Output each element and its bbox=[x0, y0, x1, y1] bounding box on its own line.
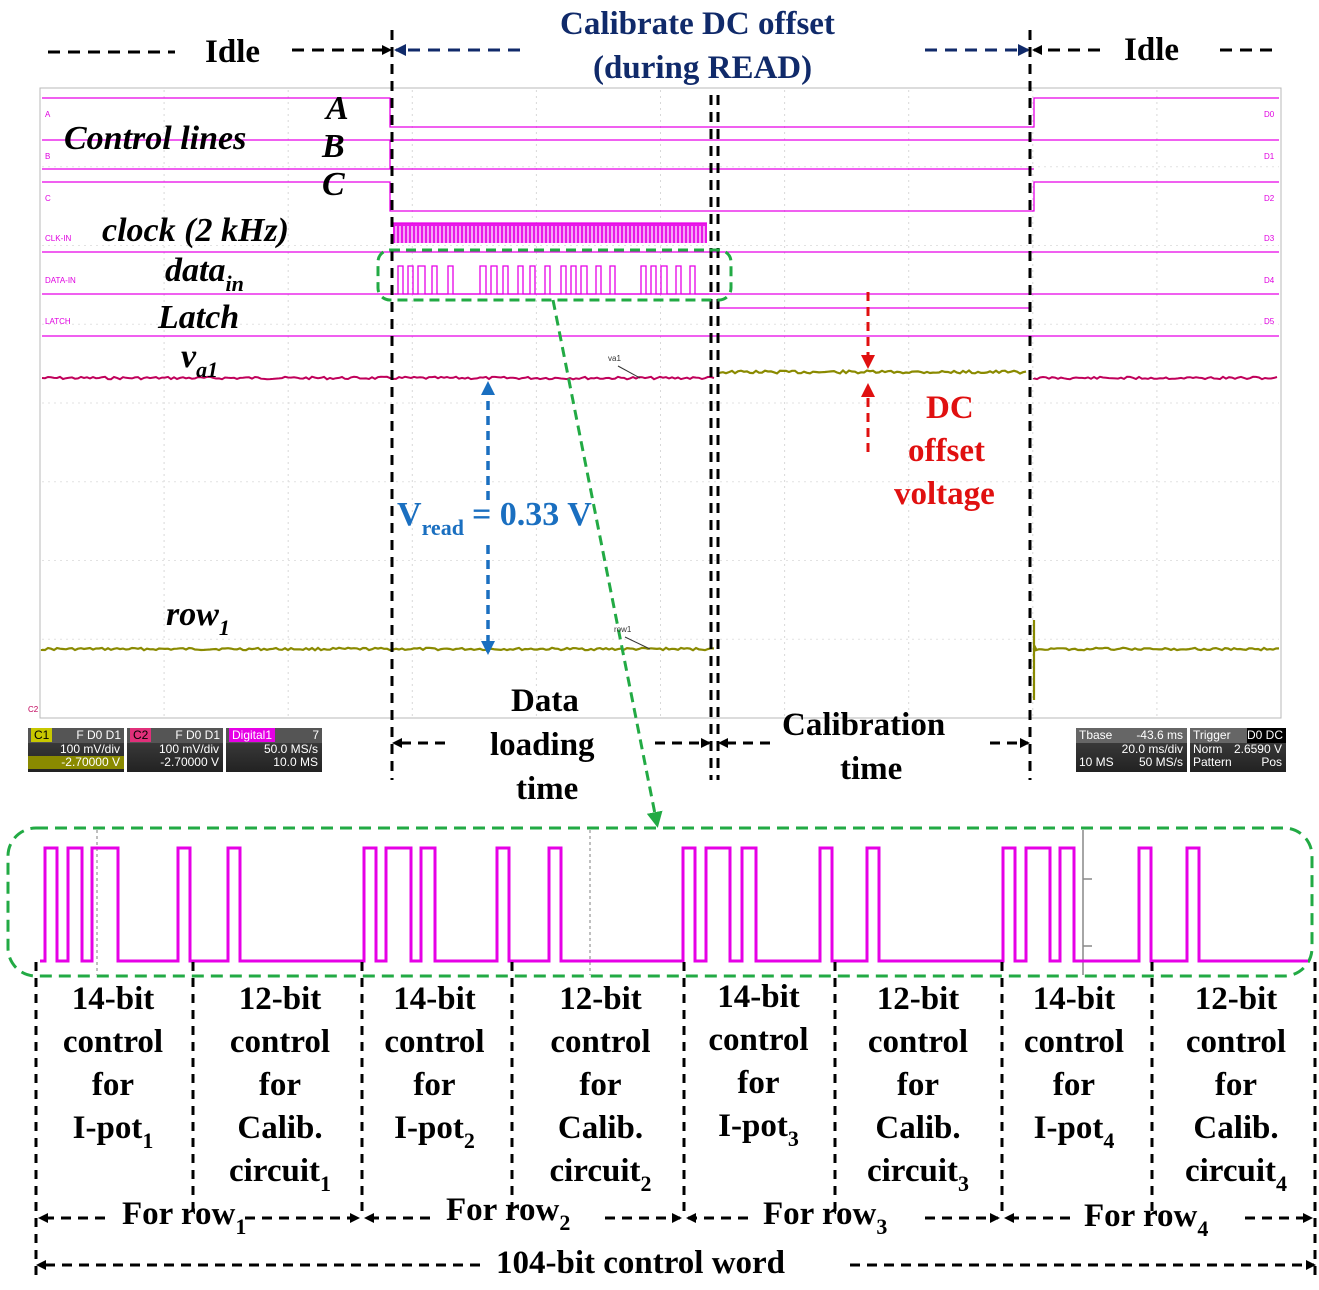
data-in-label: datain bbox=[165, 252, 244, 296]
trace-b bbox=[42, 139, 1279, 170]
scope-grid bbox=[42, 90, 1279, 716]
trace-va1-offset bbox=[718, 369, 1027, 375]
trace-a bbox=[42, 97, 1279, 128]
va1-label: va1 bbox=[181, 338, 219, 382]
segment-ipot-4: 14-bit control for I-pot4 bbox=[1023, 981, 1125, 1153]
chan-tag-d1: D1 bbox=[1264, 152, 1275, 161]
zoom-panel-box bbox=[6, 826, 1314, 978]
clock-ticks bbox=[395, 226, 705, 243]
idle-right-label: Idle bbox=[1124, 32, 1180, 68]
row-label-3: For row3 bbox=[763, 1196, 888, 1239]
segment-calib-1: 12-bit control for Calib. circuit1 bbox=[228, 981, 332, 1196]
panel-c2: C2 F D0 D1 100 mV/div -2.70000 V bbox=[127, 728, 223, 772]
row1-marker: row1 bbox=[614, 625, 632, 634]
c2-marker: C2 bbox=[28, 705, 39, 714]
segment-calib-2: 12-bit control for Calib. circuit2 bbox=[549, 981, 652, 1196]
va1-marker: va1 bbox=[608, 354, 621, 363]
trace-va1 bbox=[41, 375, 715, 381]
segment-ipot-1: 14-bit control for I-pot1 bbox=[62, 981, 164, 1153]
zoom-pointer bbox=[551, 299, 663, 828]
vread-label: Vread = 0.33 V bbox=[397, 496, 592, 540]
panel-tbase: Tbase -43.6 ms 20.0 ms/div 10 MS 50 MS/s bbox=[1076, 728, 1187, 772]
row-label-2: For row2 bbox=[446, 1192, 571, 1235]
panel-trigger: Trigger D0 DC Norm 2.6590 V Pattern Pos bbox=[1190, 728, 1286, 772]
latch-label: Latch bbox=[158, 299, 240, 336]
row1-marker-line bbox=[624, 636, 651, 650]
dc-offset-line1: DC bbox=[926, 390, 974, 426]
segment-ipot-2: 14-bit control for I-pot2 bbox=[384, 981, 485, 1153]
chan-tag-c: C bbox=[45, 194, 51, 203]
chan-tag-clk: CLK-IN bbox=[45, 234, 72, 243]
data-loading-line3: time bbox=[516, 771, 579, 807]
va1-marker-line bbox=[617, 365, 641, 379]
chan-tag-d2: D2 bbox=[1264, 194, 1275, 203]
row1-label: row1 bbox=[166, 596, 230, 640]
digital-traces bbox=[42, 97, 1279, 337]
chan-tag-latch: LATCH bbox=[45, 317, 71, 326]
chan-tag-d0: D0 bbox=[1264, 110, 1275, 119]
trace-data-burst bbox=[395, 265, 709, 295]
row-label-4: For row4 bbox=[1084, 1198, 1209, 1241]
zoom-source-box bbox=[376, 248, 733, 302]
trace-row1 bbox=[40, 646, 715, 652]
chan-tag-b: B bbox=[45, 152, 51, 161]
idle-left-label: Idle bbox=[205, 34, 261, 70]
trace-va1-idle bbox=[1033, 375, 1278, 381]
trace-row1-idle bbox=[1032, 620, 1280, 700]
chan-tag-data: DATA-IN bbox=[45, 276, 76, 285]
bitstream-trace bbox=[40, 846, 1308, 963]
chan-tag-a: A bbox=[45, 110, 51, 119]
data-loading-line1: Data bbox=[511, 683, 579, 719]
chan-tag-d5: D5 bbox=[1264, 317, 1275, 326]
line-c-label: C bbox=[322, 166, 345, 203]
calibration-line1: Calibration bbox=[782, 707, 946, 743]
calibration-line2: time bbox=[840, 751, 903, 787]
dc-offset-line2: offset bbox=[908, 433, 985, 469]
data-loading-line2: loading bbox=[490, 727, 595, 763]
control-lines-label: Control lines bbox=[64, 120, 247, 157]
clock-label: clock (2 kHz) bbox=[102, 212, 289, 249]
calibrate-title-line2: (during READ) bbox=[593, 50, 813, 86]
panel-digital: Digital1 7 50.0 MS/s 10.0 MS bbox=[226, 728, 322, 772]
line-a-label: A bbox=[326, 90, 349, 127]
analog-traces bbox=[40, 365, 1280, 700]
chan-tag-d4: D4 bbox=[1264, 276, 1275, 285]
segment-calib-3: 12-bit control for Calib. circuit3 bbox=[866, 981, 970, 1196]
segment-dividers bbox=[34, 962, 1317, 1275]
row-label-1: For row1 bbox=[122, 1196, 247, 1239]
dc-offset-line3: voltage bbox=[894, 476, 995, 512]
control-word-label: 104-bit control word bbox=[496, 1245, 786, 1281]
calibrate-title-line1: Calibrate DC offset bbox=[560, 6, 835, 42]
segment-ipot-3: 14-bit control for I-pot3 bbox=[708, 979, 809, 1151]
trace-c bbox=[42, 181, 1279, 212]
chan-tag-d3: D3 bbox=[1264, 234, 1275, 243]
segment-calib-4: 12-bit control for Calib. circuit4 bbox=[1184, 981, 1288, 1196]
panel-c1: C1 F D0 D1 100 mV/div -2.70000 V bbox=[28, 728, 124, 772]
line-b-label: B bbox=[322, 128, 345, 165]
